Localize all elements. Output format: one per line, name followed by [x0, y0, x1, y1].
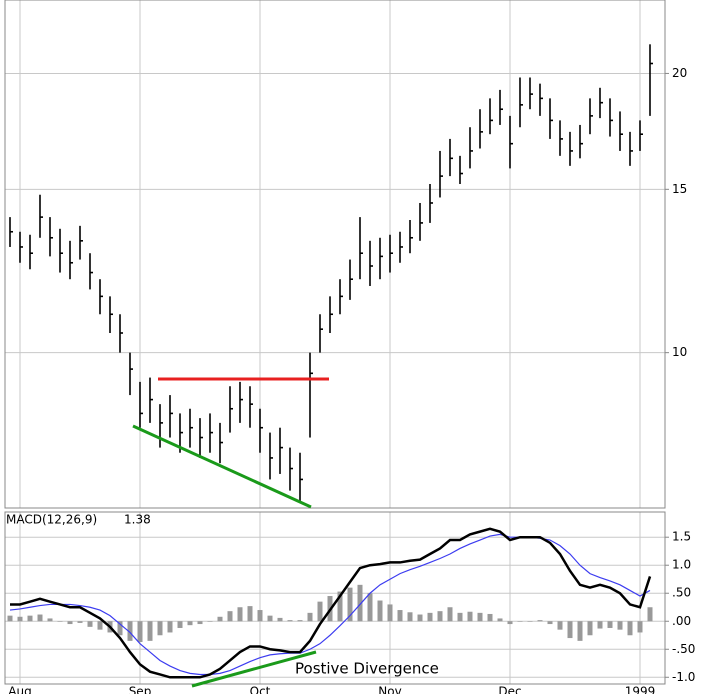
histogram-bar [487, 613, 493, 622]
histogram-bar [267, 615, 273, 622]
histogram-bar [317, 601, 323, 622]
histogram-bar [477, 612, 483, 622]
y-tick-label: 1.5 [672, 530, 691, 544]
histogram-bar [367, 593, 373, 622]
histogram-bar [387, 604, 393, 622]
histogram-bar [27, 615, 33, 622]
histogram-bar [307, 612, 313, 622]
histogram-bar [237, 607, 243, 622]
histogram-bar [527, 621, 533, 622]
histogram-bar [577, 621, 583, 641]
histogram-bar [557, 621, 563, 630]
annotation: Postive Divergence [295, 660, 439, 678]
histogram-bar [397, 610, 403, 622]
histogram-bar [647, 607, 653, 622]
x-tick-label: Aug [8, 685, 31, 694]
price-frame [4, 0, 666, 509]
y-tick-label: -1.0 [672, 670, 695, 684]
histogram-bar [87, 621, 93, 627]
x-tick-label: Oct [250, 685, 271, 694]
y-tick-label: 10 [672, 345, 687, 359]
histogram-bar [167, 621, 173, 633]
histogram-bar [607, 621, 613, 628]
histogram-bar [37, 614, 43, 622]
histogram-bar [47, 618, 53, 622]
histogram-bar [257, 610, 263, 622]
histogram-bar [137, 621, 143, 642]
histogram-bar [197, 621, 203, 625]
histogram-bar [597, 621, 603, 629]
macd-trendline [191, 650, 317, 688]
histogram-bar [587, 621, 593, 636]
y-tick-label: 1.0 [672, 558, 691, 572]
histogram-bar [337, 591, 343, 622]
y-tick-label: .00 [672, 614, 691, 628]
histogram-bar [7, 615, 13, 622]
histogram-bar [547, 621, 553, 625]
histogram-bar [497, 618, 503, 622]
histogram-bar [507, 621, 513, 625]
macd-title: MACD(12,26,9) [6, 513, 97, 527]
histogram-bar [617, 621, 623, 630]
histogram-bar [217, 616, 223, 622]
histogram-bar [147, 621, 153, 641]
y-tick-label: .50 [672, 586, 691, 600]
histogram-bar [297, 620, 303, 622]
histogram-bar [347, 587, 353, 622]
histogram-bar [377, 600, 383, 622]
histogram-bar [517, 621, 523, 622]
x-tick-label: Sep [129, 685, 152, 694]
x-tick-label: Dec [498, 685, 521, 694]
histogram-bar [637, 621, 643, 633]
histogram-bar [447, 607, 453, 622]
histogram-bar [97, 621, 103, 630]
histogram-bar [17, 616, 23, 622]
x-tick-label: Nov [378, 685, 401, 694]
y-tick-label: 15 [672, 182, 687, 196]
histogram-bar [127, 621, 133, 641]
macd-line [10, 527, 652, 679]
histogram-bar [187, 621, 193, 626]
histogram-bar [207, 621, 213, 622]
histogram-bar [417, 614, 423, 622]
macd-frame [4, 511, 666, 685]
x-tick-label: 1999 [625, 685, 656, 694]
histogram-bar [247, 606, 253, 622]
histogram-bar [457, 612, 463, 622]
histogram-bar [117, 621, 123, 636]
histogram-bar [177, 621, 183, 628]
y-tick-label: 20 [672, 66, 687, 80]
histogram-bar [77, 621, 83, 623]
histogram-bar [567, 621, 573, 639]
histogram-bar [437, 611, 443, 622]
histogram-bar [57, 621, 63, 622]
histogram-bar [467, 611, 473, 622]
histogram-bar [407, 612, 413, 622]
y-tick-label: -.50 [672, 642, 695, 656]
histogram-bar [157, 621, 163, 636]
histogram-bar [427, 612, 433, 622]
histogram-bar [537, 620, 543, 622]
price-trendline [132, 424, 312, 509]
histogram-bar [227, 611, 233, 622]
histogram-bar [287, 620, 293, 622]
histogram-bar [67, 621, 73, 625]
macd-value: 1.38 [124, 513, 151, 527]
histogram-bar [627, 621, 633, 636]
histogram-bar [277, 617, 283, 622]
histogram-bar [357, 584, 363, 622]
